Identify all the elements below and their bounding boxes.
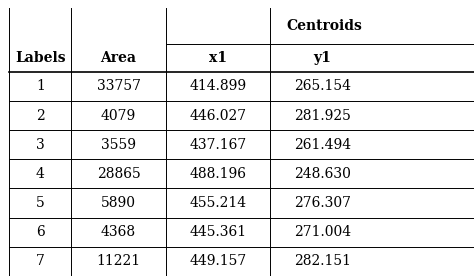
Text: 282.151: 282.151 — [294, 254, 351, 269]
Text: 276.307: 276.307 — [294, 196, 351, 210]
Text: Centroids: Centroids — [287, 19, 363, 33]
Text: 281.925: 281.925 — [294, 108, 351, 123]
Text: 3: 3 — [36, 138, 45, 152]
Text: 33757: 33757 — [97, 79, 140, 93]
Text: 271.004: 271.004 — [294, 225, 351, 239]
Text: 11221: 11221 — [96, 254, 141, 269]
Text: y1: y1 — [313, 51, 331, 65]
Text: 248.630: 248.630 — [294, 167, 351, 181]
Text: 1: 1 — [36, 79, 45, 93]
Text: 6: 6 — [36, 225, 45, 239]
Text: 437.167: 437.167 — [190, 138, 246, 152]
Text: 7: 7 — [36, 254, 45, 269]
Text: x1: x1 — [209, 51, 227, 65]
Text: 445.361: 445.361 — [190, 225, 246, 239]
Text: 414.899: 414.899 — [190, 79, 246, 93]
Text: Labels: Labels — [15, 51, 65, 65]
Text: 446.027: 446.027 — [190, 108, 246, 123]
Text: 455.214: 455.214 — [190, 196, 246, 210]
Text: 5: 5 — [36, 196, 45, 210]
Text: 4368: 4368 — [101, 225, 136, 239]
Text: 5890: 5890 — [101, 196, 136, 210]
Text: 265.154: 265.154 — [294, 79, 351, 93]
Text: 449.157: 449.157 — [190, 254, 246, 269]
Text: 3559: 3559 — [101, 138, 136, 152]
Text: Area: Area — [100, 51, 137, 65]
Text: 28865: 28865 — [97, 167, 140, 181]
Text: 4: 4 — [36, 167, 45, 181]
Text: 488.196: 488.196 — [190, 167, 246, 181]
Text: 2: 2 — [36, 108, 45, 123]
Text: 261.494: 261.494 — [294, 138, 351, 152]
Text: 4079: 4079 — [101, 108, 136, 123]
